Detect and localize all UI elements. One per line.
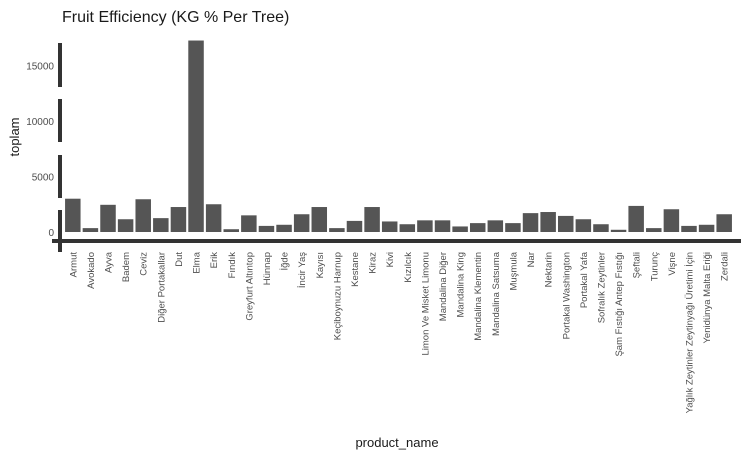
bar	[205, 204, 222, 232]
x-tick-label: Kestane	[350, 252, 361, 287]
x-tick-label: Ceviz	[139, 252, 150, 276]
x-tick-label: Dut	[174, 252, 185, 267]
bar	[329, 228, 345, 232]
y-tick-label: 10000	[26, 117, 54, 128]
x-tick-label: Portakal Yafa	[579, 251, 590, 308]
bar	[241, 215, 257, 232]
x-tick-label: Kivi	[385, 252, 396, 267]
x-tick-label: Zerdali	[720, 252, 731, 281]
x-tick-label: İğde	[280, 252, 291, 271]
x-tick-label: Şam Fıstığı Antep Fıstığı	[614, 252, 625, 357]
bar	[452, 226, 468, 232]
bars-layer	[65, 40, 732, 233]
x-tick-label: Fındık	[227, 252, 238, 279]
bar	[65, 198, 81, 232]
x-tick-label: Yenidünya Malta Eriği	[702, 252, 713, 344]
bar	[381, 221, 398, 232]
bar	[258, 225, 275, 232]
x-tick-label: Diğer Portakallar	[156, 252, 167, 323]
x-tick-label: Mandalina Diğer	[438, 252, 449, 321]
bar	[716, 214, 732, 232]
bar	[117, 219, 134, 232]
x-tick-label: Portakal Washington	[561, 252, 572, 339]
bar	[522, 213, 539, 232]
x-tick-label: Vişne	[667, 252, 678, 276]
x-tick-label: Ayva	[104, 251, 115, 273]
x-tick-label: Kızılcık	[403, 252, 414, 283]
bar	[276, 224, 292, 232]
x-tick-label: İncir Yaş	[297, 252, 308, 288]
x-tick-label: Sofralık Zeytinler	[596, 252, 607, 323]
bar	[593, 224, 609, 232]
bar	[610, 229, 627, 232]
bar	[417, 220, 433, 232]
bar	[346, 220, 363, 232]
bar	[663, 209, 680, 232]
x-tick-label: Keçiboynuzu Harnup	[332, 252, 343, 340]
bar	[540, 212, 556, 232]
bar	[698, 224, 715, 232]
bar	[364, 207, 380, 232]
y-tick-label: 5000	[32, 173, 55, 184]
x-tick-label: Mandalina Klementin	[473, 252, 484, 341]
x-tick-label: Kiraz	[368, 252, 379, 274]
x-tick-label: Mandalina Satsuma	[491, 251, 502, 336]
bar	[100, 204, 116, 232]
x-tick-label: Greyfurt Altıntop	[244, 252, 255, 321]
bar	[170, 207, 187, 232]
bar	[399, 224, 416, 232]
x-tick-label: Elma	[192, 251, 203, 273]
chart-title: Fruit Efficiency (KG % Per Tree)	[62, 9, 289, 26]
bar	[575, 219, 592, 232]
bar	[223, 229, 239, 232]
bar	[153, 218, 169, 233]
y-axis-title: toplam	[7, 117, 22, 156]
x-tick-label: Şeftali	[632, 252, 643, 278]
x-tick-label: Kayısı	[315, 252, 326, 278]
bar	[293, 214, 310, 232]
x-tick-label: Armut	[68, 252, 79, 278]
bar	[487, 220, 504, 232]
x-axis: Armut Avokado Ayva Badem Ceviz Diğer Portakal…	[52, 239, 741, 413]
x-tick-label: Erik	[209, 252, 220, 269]
y-axis: 0 5000 10000 15000	[26, 43, 62, 252]
bar	[646, 228, 662, 232]
bar	[135, 199, 151, 232]
x-tick-label: Muşmula	[508, 251, 519, 290]
bar	[82, 228, 99, 232]
x-tick-label: Hünnap	[262, 252, 273, 285]
x-tick-label: Limon Ve Misket Limonu	[420, 252, 431, 356]
x-tick-label: Nektarin	[544, 252, 555, 287]
bar	[434, 220, 451, 232]
y-tick-label: 0	[48, 228, 54, 239]
bar	[311, 207, 328, 232]
x-tick-label: Nar	[526, 252, 537, 267]
bar	[628, 205, 644, 232]
bar	[558, 215, 574, 232]
x-tick-label: Avokado	[86, 252, 97, 289]
y-tick-label: 15000	[26, 62, 54, 73]
x-tick-label: Mandalina King	[456, 252, 467, 318]
x-tick-label: Badem	[121, 252, 132, 282]
bar	[505, 223, 521, 232]
bar	[188, 40, 204, 232]
x-axis-title: product_name	[355, 435, 438, 450]
x-tick-label: Turunç	[649, 252, 660, 281]
bar	[681, 225, 697, 232]
bar	[469, 223, 486, 232]
x-tick-label: Yağlık Zeytinler Zeytinyağı Üretimi İçin	[684, 252, 695, 413]
